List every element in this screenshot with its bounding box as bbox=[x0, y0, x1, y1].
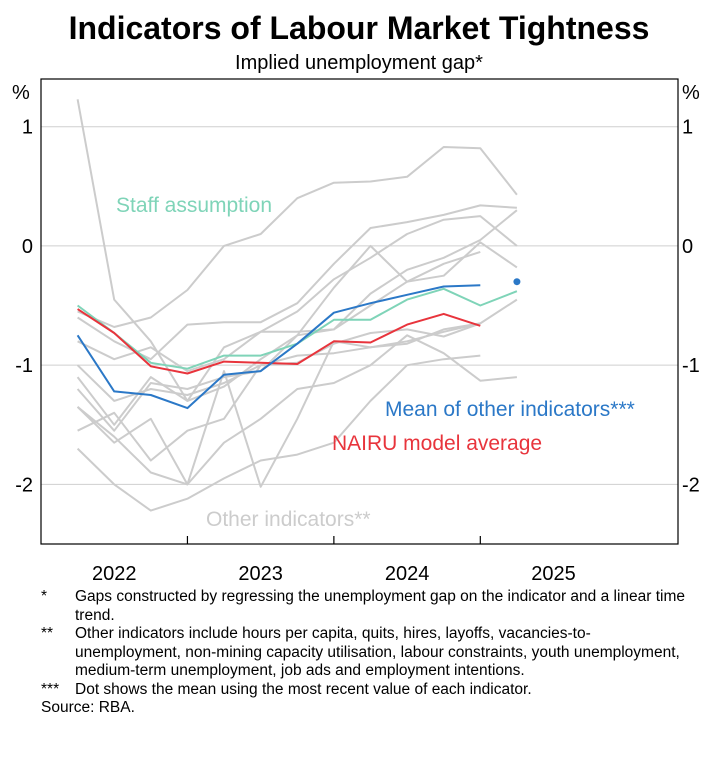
footnote: * Gaps constructed by regressing the une… bbox=[41, 588, 691, 625]
mean-other-indicators-line bbox=[76, 284, 481, 410]
x-tick-label: 2025 bbox=[531, 563, 576, 585]
footnotes: * Gaps constructed by regressing the une… bbox=[41, 588, 691, 718]
other-indicators-lines bbox=[76, 99, 518, 512]
chart-title: Indicators of Labour Market Tightness bbox=[69, 10, 650, 46]
y-tick-label-left: 0 bbox=[22, 236, 33, 258]
footnote-mark: ** bbox=[41, 625, 54, 642]
chart: Indicators of Labour Market Tightness Im… bbox=[12, 10, 700, 585]
y-unit-left: % bbox=[12, 82, 30, 104]
y-tick-label-right: -1 bbox=[682, 355, 700, 377]
footnote-mark: *** bbox=[41, 680, 60, 698]
y-tick-label-left: -2 bbox=[15, 474, 33, 496]
other-indicator-line bbox=[77, 204, 517, 361]
y-tick-label-right: 0 bbox=[682, 236, 693, 258]
y-tick-label-right: 1 bbox=[682, 117, 693, 139]
gridlines bbox=[41, 126, 678, 485]
x-tick-label: 2024 bbox=[385, 563, 430, 585]
x-axis-ticks: 2022 2023 2024 2025 bbox=[92, 536, 576, 585]
y-unit-right: % bbox=[682, 82, 700, 104]
footnote-mark: * bbox=[41, 588, 48, 605]
y-tick-label-right: -2 bbox=[682, 474, 700, 496]
other-indicator-line bbox=[76, 99, 518, 402]
footnote: *** Dot shows the mean using the most re… bbox=[41, 681, 691, 700]
y-tick-label-left: -1 bbox=[15, 355, 33, 377]
label-other-indicators: Other indicators** bbox=[206, 508, 371, 531]
other-indicator-line bbox=[76, 334, 517, 486]
y-axis-ticks: 1 1 0 0 -1 -1 -2 -2 bbox=[15, 117, 700, 497]
other-indicator-line bbox=[76, 322, 481, 488]
x-tick-label: 2023 bbox=[238, 563, 283, 585]
chart-subtitle: Implied unemployment gap* bbox=[235, 52, 483, 74]
footnote-text: Other indicators include hours per capit… bbox=[75, 625, 680, 679]
x-tick-label: 2022 bbox=[92, 563, 137, 585]
other-indicator-line bbox=[76, 354, 481, 512]
footnote: ** Other indicators include hours per ca… bbox=[41, 625, 691, 681]
plot-frame bbox=[40, 78, 679, 545]
nairu-model-average-line bbox=[77, 308, 481, 375]
label-mean-other-indicators: Mean of other indicators*** bbox=[385, 398, 635, 421]
latest-mean-dot bbox=[513, 278, 521, 286]
other-indicator-line bbox=[76, 298, 518, 402]
label-nairu-model-average: NAIRU model average bbox=[332, 432, 542, 455]
other-indicator-line bbox=[77, 146, 518, 328]
footnote-text: Gaps constructed by regressing the unemp… bbox=[75, 588, 686, 624]
main-series-lines bbox=[76, 278, 521, 410]
y-tick-label-left: 1 bbox=[22, 117, 33, 139]
footnote-text: Dot shows the mean using the most recent… bbox=[75, 680, 532, 698]
source-note: Source: RBA. bbox=[41, 699, 135, 716]
label-staff-assumption: Staff assumption bbox=[116, 194, 272, 217]
other-indicator-line bbox=[77, 215, 518, 373]
